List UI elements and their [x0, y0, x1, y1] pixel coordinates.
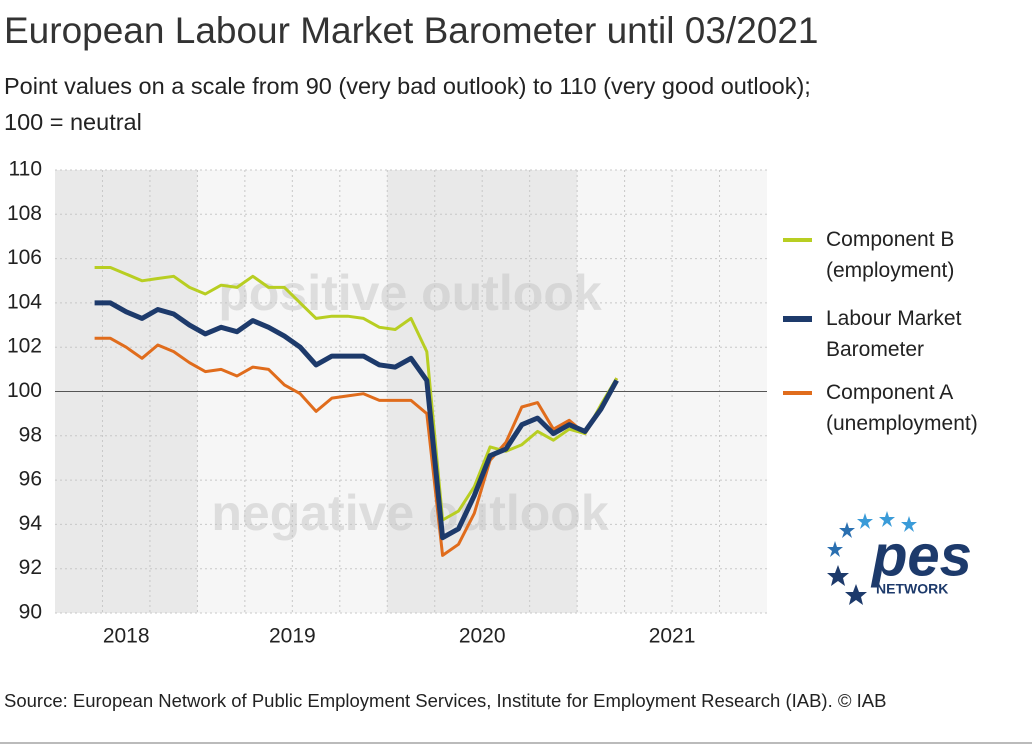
y-tick-label: 106 — [7, 246, 42, 269]
chart-title: European Labour Market Barometer until 0… — [4, 10, 819, 51]
star — [827, 565, 849, 586]
star — [845, 584, 867, 605]
star — [857, 513, 873, 529]
subtitle: Point values on a scale from 90 (very ba… — [4, 73, 811, 99]
y-tick-label: 98 — [19, 423, 42, 446]
logo-subtitle: NETWORK — [876, 581, 948, 597]
x-tick-label: 2019 — [269, 625, 316, 648]
logo: pes NETWORK — [827, 511, 972, 605]
subtitle: 100 = neutral — [4, 109, 142, 135]
y-tick-label: 90 — [19, 601, 42, 624]
series-line — [94, 266, 618, 522]
y-tick-label: 100 — [7, 379, 42, 402]
y-tick-label: 96 — [19, 468, 42, 491]
legend-label: Component A (unemployment) — [826, 381, 978, 435]
plot: 2018 2019 2020 2021 90 92 94 96 98 100 102 104 106 10… — [7, 158, 767, 648]
x-tick-label: 2018 — [103, 625, 150, 648]
star — [879, 511, 895, 527]
y-tick-label: 108 — [7, 202, 42, 225]
y-tick-label: 102 — [7, 335, 42, 358]
y-tick-label: 104 — [7, 290, 42, 313]
star — [901, 516, 917, 532]
y-tick-label: 92 — [19, 556, 42, 579]
y-tick-label: 94 — [19, 512, 43, 535]
x-tick-label: 2020 — [459, 625, 506, 648]
annotation: positive outlook — [218, 265, 602, 321]
y-tick-label: 110 — [9, 158, 42, 181]
series-line — [94, 336, 619, 557]
legend-label: Labour Market Barometer — [826, 307, 962, 361]
logo-title: pes — [870, 523, 972, 588]
legend-label: Component B (employment) — [826, 228, 955, 282]
source: Source: European Network of Public Emplo… — [4, 690, 886, 711]
star — [827, 541, 843, 557]
annotation: negative outlook — [211, 485, 608, 541]
star — [839, 522, 855, 538]
x-tick-label: 2021 — [649, 625, 696, 648]
series-line — [94, 300, 619, 541]
